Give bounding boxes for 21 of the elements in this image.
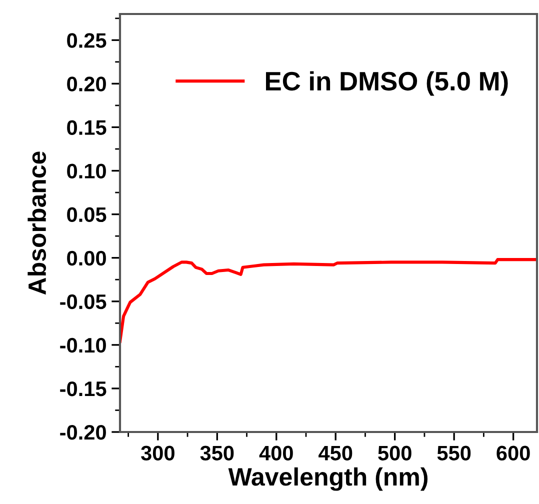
x-tick-label: 550 [437,446,471,460]
x-axis-title: Wavelength (nm) [228,467,428,491]
y-tick-label: 0.15 [67,120,106,135]
x-tick-label: 400 [259,446,293,460]
y-tick-label: -0.20 [60,425,106,440]
y-tick-label: 0.25 [67,33,106,48]
x-tick-label: 450 [318,446,352,460]
x-tick-label: 600 [496,446,530,460]
y-tick-label: -0.10 [60,338,106,353]
y-tick-label: 0.20 [67,76,106,92]
y-axis-title: Absorbance [28,152,46,295]
y-tick-label: 0.10 [67,164,106,179]
y-tick-label: 0.05 [67,207,106,222]
line-series [120,258,537,343]
x-tick-label: 300 [141,446,174,461]
y-tick-label: 0.00 [67,250,106,266]
x-tick-label: 500 [378,446,412,460]
y-tick-label: -0.15 [60,381,106,396]
legend-label: EC in DMSO (5.0 M) [266,71,508,96]
x-tick-label: 350 [200,446,234,461]
y-tick-label: -0.05 [60,294,106,310]
